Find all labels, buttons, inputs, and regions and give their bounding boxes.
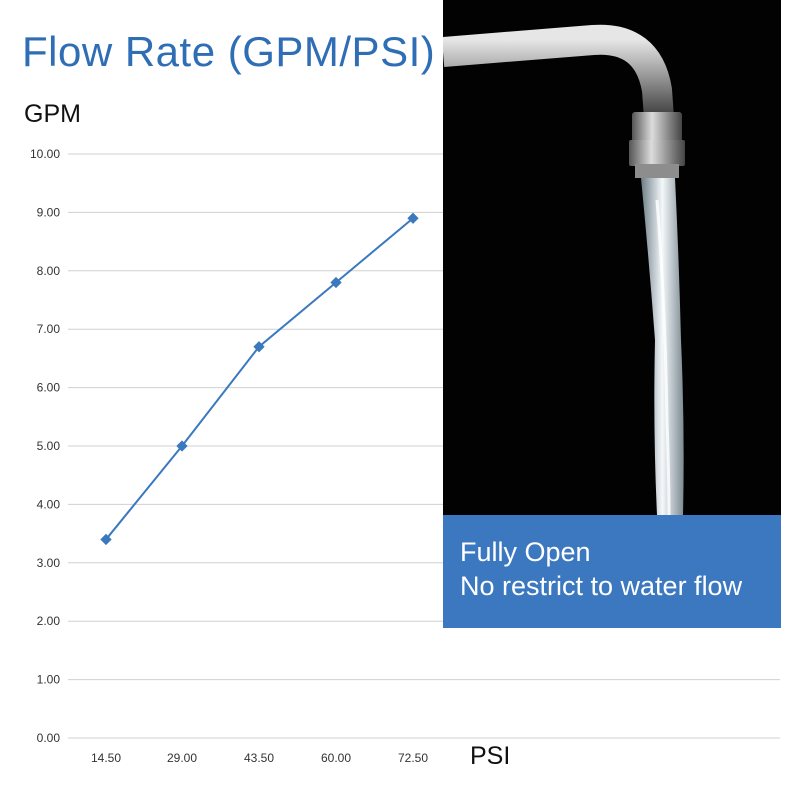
y-tick-label: 10.00 <box>30 147 60 161</box>
y-tick-label: 6.00 <box>37 381 61 395</box>
data-point-marker <box>407 212 419 224</box>
data-point-marker <box>253 341 265 353</box>
chart-title: Flow Rate (GPM/PSI) <box>22 28 436 75</box>
caption-fully-open: Fully Open <box>460 537 591 567</box>
x-tick-label: 43.50 <box>244 751 274 765</box>
y-tick-label: 0.00 <box>37 731 61 745</box>
data-point-marker <box>176 440 188 452</box>
data-point-marker <box>330 276 342 289</box>
y-tick-label: 7.00 <box>37 322 61 336</box>
y-tick-label: 1.00 <box>37 673 61 687</box>
y-tick-label: 3.00 <box>37 556 61 570</box>
x-tick-label: 29.00 <box>167 751 197 765</box>
y-tick-label: 9.00 <box>37 205 61 219</box>
y-axis-label: GPM <box>24 100 81 128</box>
caption-no-restrict: No restrict to water flow <box>460 571 743 601</box>
x-tick-label: 14.50 <box>91 751 121 765</box>
x-tick-label: 72.50 <box>398 751 428 765</box>
y-tick-label: 5.00 <box>37 439 61 453</box>
y-tick-label: 8.00 <box>37 264 61 278</box>
caption-box: Fully Open No restrict to water flow <box>443 515 781 628</box>
y-tick-label: 2.00 <box>37 614 61 628</box>
x-axis-label: PSI <box>470 742 511 770</box>
y-tick-label: 4.00 <box>37 497 61 511</box>
series-line <box>105 217 414 541</box>
x-tick-label: 60.00 <box>321 751 351 765</box>
